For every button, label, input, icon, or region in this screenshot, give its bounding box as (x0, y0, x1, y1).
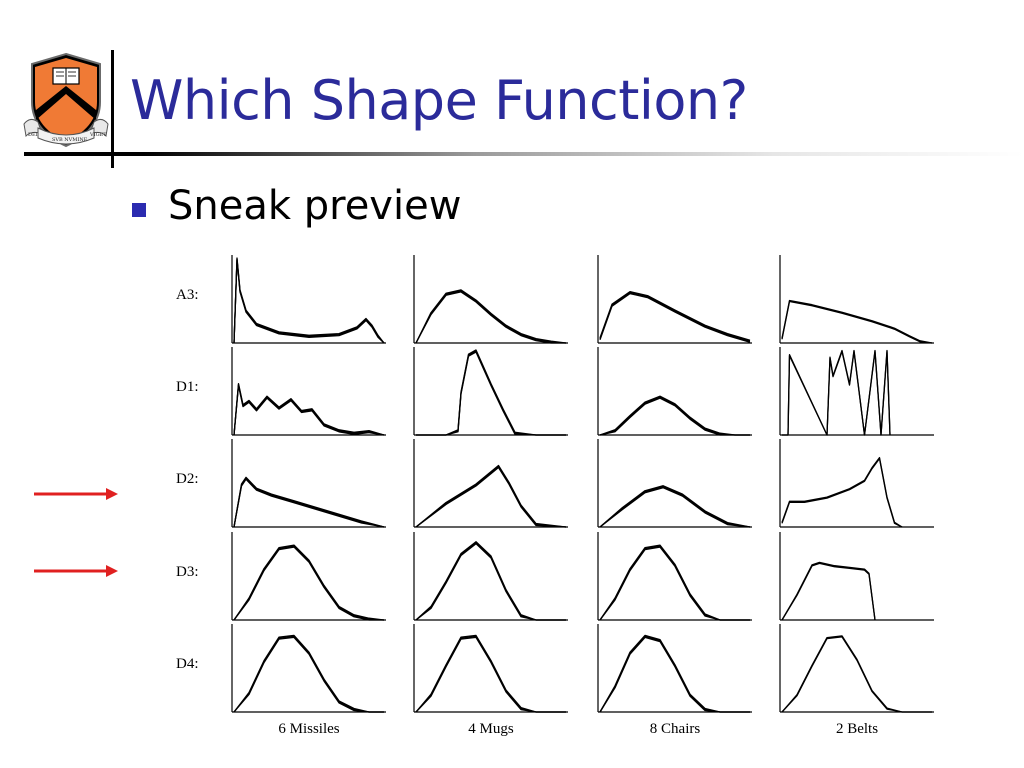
series-line (781, 300, 933, 344)
shield-body (35, 58, 97, 142)
series-line (416, 350, 566, 436)
series-line (781, 561, 876, 621)
series-line (415, 465, 567, 528)
series-line (415, 291, 566, 344)
panel (231, 624, 386, 713)
motto-viget: VIGET (89, 132, 107, 138)
motto-dei: DEI (28, 132, 38, 138)
panel (779, 532, 934, 621)
series-line (781, 299, 933, 344)
panel (413, 255, 568, 344)
panel (779, 624, 934, 713)
arrow-to-d2 (34, 488, 118, 500)
series-line (415, 290, 567, 344)
panel (779, 347, 934, 436)
series-line (599, 290, 751, 341)
series-line (233, 384, 385, 436)
column-label: 8 Chairs (650, 721, 701, 737)
bullet-text: Sneak preview (168, 183, 462, 229)
shape-function-chart-grid: A3: D1: D2: D3: D4: 6 Missiles 4 Mugs 8 Chairs 2… (176, 255, 934, 737)
series-line (415, 542, 566, 621)
series-line (599, 395, 750, 436)
bullet-marker (132, 203, 146, 217)
column-label: 2 Belts (836, 721, 878, 737)
series-line (415, 635, 566, 713)
panel (413, 624, 568, 713)
series-line (233, 383, 385, 436)
panel (597, 439, 752, 528)
series-line (415, 634, 566, 713)
panel (413, 532, 568, 621)
series-line (781, 635, 932, 713)
series-line (233, 635, 384, 713)
panel (231, 255, 386, 344)
series-line (233, 257, 385, 344)
series-line (415, 541, 566, 621)
panel (231, 347, 386, 436)
series-line (599, 635, 750, 713)
panel (413, 347, 568, 436)
series-line (599, 487, 751, 528)
series-line (599, 486, 751, 528)
column-label: 6 Missiles (278, 721, 339, 737)
arrow-to-d3 (34, 565, 118, 577)
series-line (233, 476, 385, 528)
series-line (599, 485, 751, 528)
series-line (233, 382, 385, 436)
title-horizontal-rule (24, 152, 1024, 156)
panel (231, 439, 386, 528)
series-line (233, 477, 385, 528)
series-line (781, 457, 903, 528)
series-line (781, 562, 876, 621)
slide-title: Which Shape Function? (130, 69, 748, 132)
panel (413, 439, 568, 528)
series-line (415, 636, 566, 713)
panel (597, 532, 752, 621)
column-label: 4 Mugs (468, 721, 514, 737)
series-line (415, 464, 567, 528)
row-label: A3: (176, 287, 199, 303)
series-line (416, 349, 566, 436)
panel (779, 255, 934, 344)
series-line (233, 258, 385, 344)
series-line (599, 636, 750, 713)
series-line (599, 634, 750, 713)
row-label: D2: (176, 471, 199, 487)
princeton-shield-logo: DEI SVB NVMINE VIGET (23, 52, 109, 148)
row-label: D4: (176, 656, 199, 672)
series-line (415, 466, 567, 528)
series-line (415, 289, 567, 344)
panel (597, 624, 752, 713)
series-line (599, 396, 750, 436)
series-line (599, 291, 751, 342)
row-label: D3: (176, 564, 199, 580)
panel (597, 255, 752, 344)
series-line (782, 349, 891, 436)
series-line (599, 292, 751, 343)
panel (779, 439, 934, 528)
series-line (599, 544, 750, 621)
series-line (233, 636, 384, 713)
series-line (233, 634, 384, 713)
series-line (233, 544, 385, 621)
series-line (416, 351, 566, 436)
panel (597, 347, 752, 436)
shield-chevron (36, 86, 96, 120)
row-label: D1: (176, 379, 199, 395)
title-vertical-rule (111, 50, 114, 168)
panel (231, 532, 386, 621)
shield-ribbon-center (37, 127, 95, 145)
series-line (781, 456, 903, 528)
series-line (233, 259, 385, 344)
series-line (781, 636, 932, 713)
motto-center: SVB NVMINE (52, 137, 88, 143)
series-line (233, 478, 385, 528)
